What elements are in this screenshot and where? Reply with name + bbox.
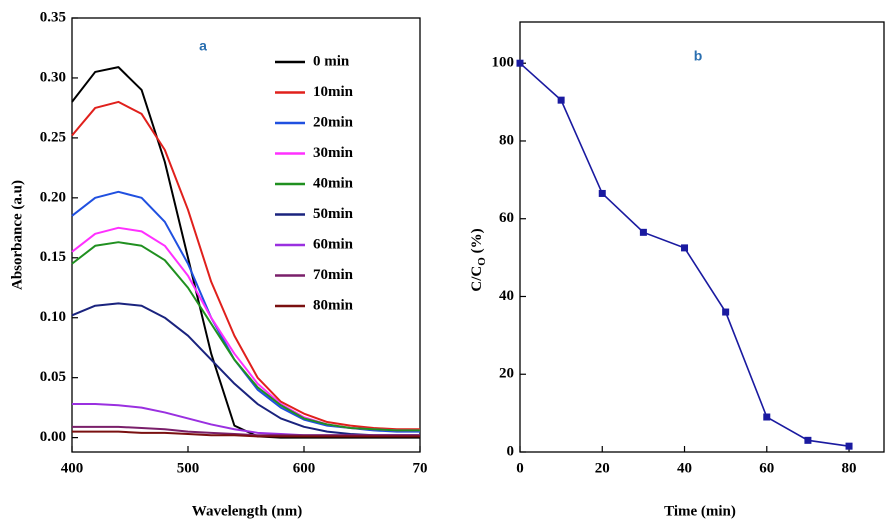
legend-label: 50min [313,206,354,222]
y-tick-label: 0.15 [40,249,66,265]
x-tick-label: 80 [842,460,857,476]
plot-frame [71,17,421,453]
legend-label: 10min [313,84,354,100]
series-line [71,100,420,431]
y-axis-label: C/CO (%) [469,228,487,291]
legend-label: 70min [313,267,354,283]
y-tick-label: 80 [499,132,514,148]
data-point [804,436,812,444]
legend-label: 60min [313,236,354,252]
plot-frame [519,21,885,453]
panel-label: a [199,38,207,54]
y-tick-label: 20 [499,366,514,382]
data-point [845,442,853,450]
x-tick-label: 500 [177,460,200,476]
x-tick-label: 40 [677,460,692,476]
series-line [71,226,420,432]
y-tick-label: 0.20 [40,189,66,205]
y-tick-label: 60 [499,210,514,226]
legend-label: 80min [313,297,354,313]
series-line [71,241,420,432]
x-axis-label: Wavelength (nm) [192,503,302,519]
data-point [763,413,771,421]
x-tick-label: 70 [413,460,428,476]
y-tick-label: 0.30 [40,69,66,85]
series-line [72,425,420,437]
data-point [639,228,647,236]
y-axis-label: Absorbance (a.u) [9,180,25,290]
legend-label: 30min [313,145,354,161]
panel-label: b [694,48,703,64]
data-point [557,96,565,104]
y-label-part: C/C [469,266,485,292]
data-point [681,244,689,252]
y-tick-label: 0.10 [40,309,66,325]
y-tick-label: 100 [492,55,515,71]
y-tick-label: 40 [499,288,514,304]
legend-label: 0 min [313,53,350,69]
data-point [722,308,730,316]
y-tick-label: 0.00 [40,429,66,445]
y-label-subscript: O [476,257,488,266]
x-tick-label: 600 [293,460,316,476]
x-tick-label: 0 [516,460,524,476]
y-tick-label: 0.25 [40,129,66,145]
legend-label: 20min [313,114,354,130]
x-axis-label: Time (min) [664,503,736,519]
y-tick-label: 0.05 [40,369,66,385]
y-tick-label: 0 [507,443,515,459]
series-line [519,62,850,447]
x-tick-label: 400 [61,460,84,476]
series-line [72,430,420,438]
y-tick-label: 0.35 [40,9,66,25]
data-point [516,59,524,67]
y-label-part: (%) [469,228,485,257]
series-line [71,66,420,439]
x-tick-label: 20 [595,460,610,476]
data-point [598,189,606,197]
legend-label: 40min [313,175,354,191]
x-tick-label: 60 [759,460,774,476]
